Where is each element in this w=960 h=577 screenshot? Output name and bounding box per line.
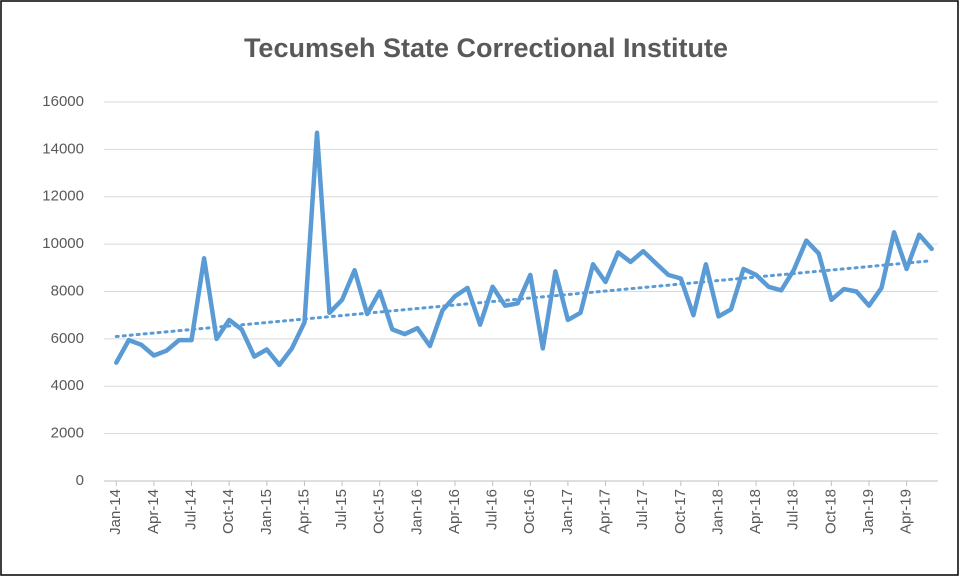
chart-title: Tecumseh State Correctional Institute [244,33,728,63]
x-tick-label: Jan-19 [860,489,877,535]
x-tick-label: Apr-14 [145,489,162,534]
x-tick-label: Jul-16 [484,489,501,530]
y-tick-label: 12000 [42,188,84,205]
trendline [114,259,934,339]
y-tick-label: 2000 [51,425,84,442]
y-tick-label: 8000 [51,282,84,299]
y-tick-label: 0 [76,472,84,489]
x-tick-label: Jul-15 [333,489,350,530]
x-tick-label: Apr-16 [446,489,463,534]
x-tick-label: Jul-17 [634,489,651,530]
y-tick-label: 6000 [51,330,84,347]
x-tick-label: Jan-14 [107,489,124,535]
x-tick-label: Oct-15 [371,489,388,534]
x-tick-label: Jan-18 [709,489,726,535]
x-tick-label: Apr-18 [747,489,764,534]
x-tick-label: Apr-15 [295,489,312,534]
x-tick-label: Jul-18 [785,489,802,530]
x-tick-label: Jan-16 [408,489,425,535]
y-tick-label: 16000 [42,93,84,110]
y-tick-label: 4000 [51,377,84,394]
x-tick-label: Oct-14 [220,489,237,534]
x-tick-label: Apr-17 [597,489,614,534]
x-tick-label: Jan-15 [258,489,275,535]
x-tick-label: Oct-18 [822,489,839,534]
data-line [114,130,934,368]
x-tick-label: Oct-16 [521,489,538,534]
x-tick-label: Oct-17 [672,489,689,534]
x-tick-label: Jul-14 [183,489,200,530]
x-tick-label: Apr-19 [898,489,915,534]
x-tick-label: Jan-17 [559,489,576,535]
y-tick-label: 10000 [42,235,84,252]
y-tick-label: 14000 [42,140,84,157]
